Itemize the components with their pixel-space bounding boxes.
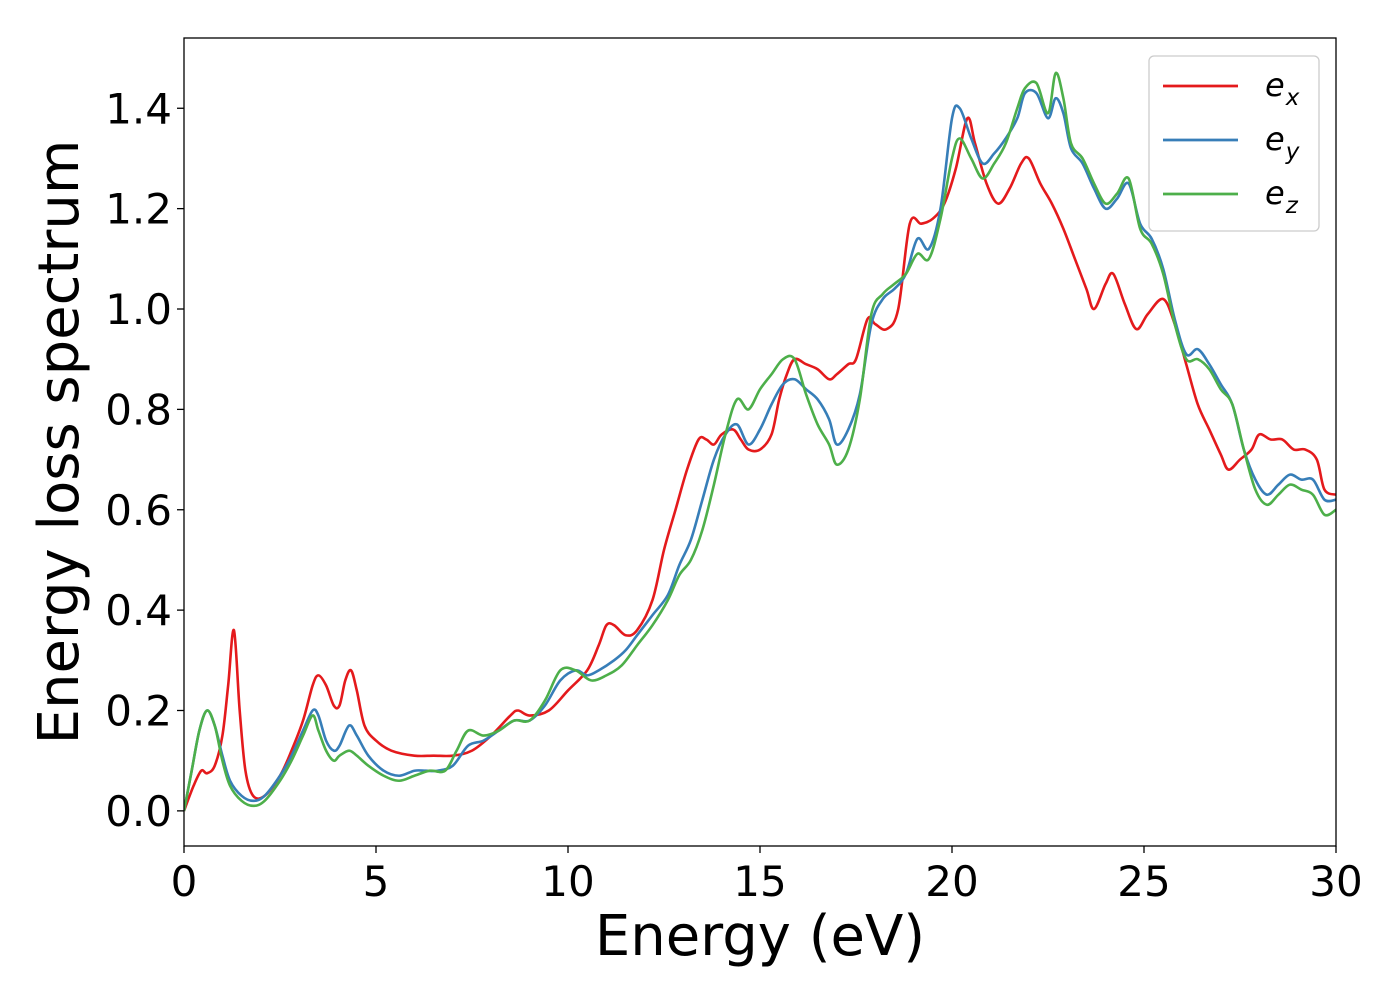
x-tick-label: 25 xyxy=(1117,857,1170,906)
y-axis: 0.0 0.2 0.4 0.6 0.8 1.0 1.2 1.4 xyxy=(105,84,184,836)
series-line-x xyxy=(184,116,1336,812)
x-tick-label: 20 xyxy=(925,857,978,906)
y-axis-title: Energy loss spectrum xyxy=(27,140,92,745)
x-tick-label: 30 xyxy=(1309,857,1362,906)
y-tick-label: 1.0 xyxy=(105,285,172,334)
series-lines xyxy=(184,71,1336,812)
x-tick-label: 15 xyxy=(733,857,786,906)
y-tick-label: 0.2 xyxy=(105,686,172,735)
y-tick-label: 1.2 xyxy=(105,185,172,234)
y-tick-label: 0.8 xyxy=(105,385,172,434)
y-tick-label: 0.6 xyxy=(105,486,172,535)
x-axis: 0 5 10 15 20 25 30 xyxy=(171,846,1363,906)
y-tick-label: 0.0 xyxy=(105,787,172,836)
legend-box xyxy=(1148,55,1320,232)
series-line-z xyxy=(184,71,1336,812)
x-tick-label: 0 xyxy=(171,857,198,906)
x-tick-label: 10 xyxy=(541,857,594,906)
y-tick-label: 1.4 xyxy=(105,84,172,133)
x-axis-title: Energy (eV) xyxy=(595,904,925,969)
y-tick-label: 0.4 xyxy=(105,586,172,635)
series-line-y xyxy=(184,88,1336,812)
x-tick-label: 5 xyxy=(363,857,390,906)
